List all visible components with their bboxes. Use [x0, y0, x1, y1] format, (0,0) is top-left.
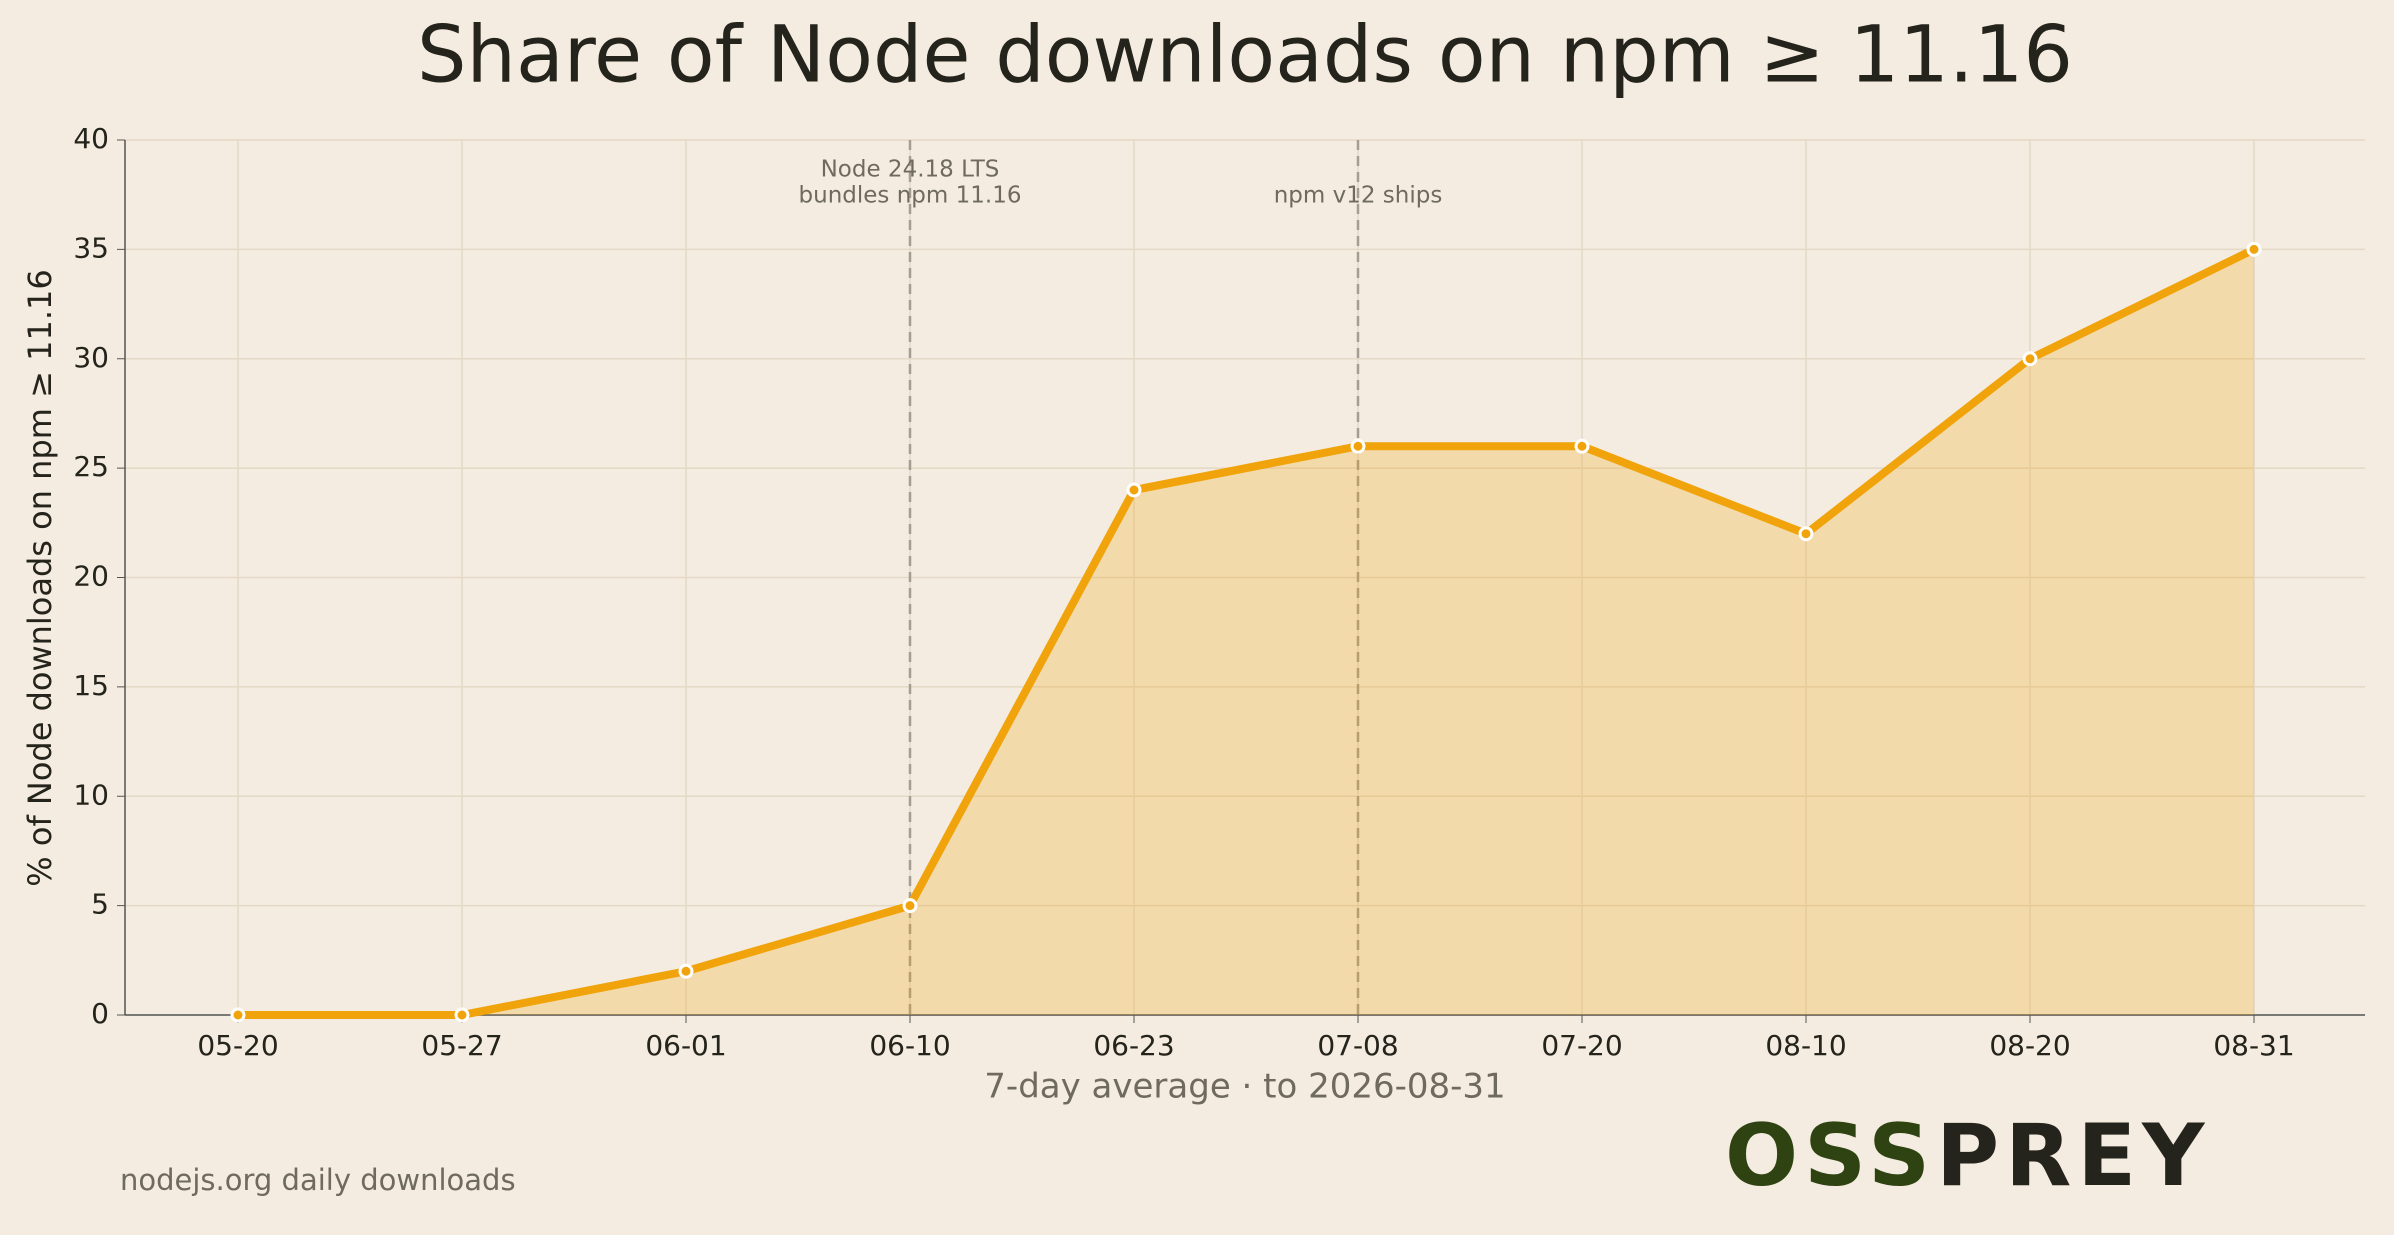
- marker: [230, 1007, 246, 1023]
- y-tick-label: 5: [91, 888, 109, 921]
- source: nodejs.org daily downloads: [120, 1163, 516, 1197]
- marker: [1798, 526, 1814, 542]
- y-tick-label: 25: [73, 450, 109, 483]
- marker: [678, 963, 694, 979]
- logo-part: OSS: [1725, 1106, 1936, 1206]
- marker: [454, 1007, 470, 1023]
- marker: [1126, 482, 1142, 498]
- annotation-text: Node 24.18 LTS: [821, 157, 1000, 183]
- y-tick-label: 30: [73, 341, 109, 374]
- line: [238, 245, 2256, 1019]
- y-tick-label: 40: [73, 122, 109, 155]
- x-tick-label: 07-20: [1541, 1029, 1622, 1062]
- x-tick-label: 08-10: [1765, 1029, 1846, 1062]
- chart-title: Share of Node downloads on npm ≥ 11.16: [417, 10, 2073, 100]
- y-tick-label: 35: [73, 231, 109, 264]
- annotation-text: bundles npm 11.16: [799, 183, 1022, 209]
- logo: OSSPREY: [1725, 1106, 2210, 1206]
- logo-part: PREY: [1936, 1106, 2210, 1206]
- marker: [1350, 438, 1366, 454]
- x-tick-label: 05-20: [197, 1029, 278, 1062]
- marker: [902, 898, 918, 914]
- x-tick-label: 08-31: [2213, 1029, 2294, 1062]
- annotation-text: npm v12 ships: [1274, 183, 1443, 209]
- y-tick-label: 10: [73, 778, 109, 811]
- x-tick-label: 06-23: [1093, 1029, 1174, 1062]
- x-tick-label: 05-27: [421, 1029, 502, 1062]
- y-tick-label: 20: [73, 560, 109, 593]
- x-tick-label: 07-08: [1317, 1029, 1398, 1062]
- marker: [1574, 438, 1590, 454]
- x-tick-label: 06-10: [869, 1029, 950, 1062]
- y-tick-label: 15: [73, 669, 109, 702]
- marker: [2246, 241, 2262, 257]
- y-tick-label: 0: [91, 997, 109, 1030]
- x-tick-label: 08-20: [1989, 1029, 2070, 1062]
- y-axis-label: % of Node downloads on npm ≥ 11.16: [21, 269, 59, 886]
- x-axis-label: 7-day average · to 2026-08-31: [984, 1067, 1505, 1107]
- marker: [2022, 351, 2038, 367]
- area: [238, 249, 2254, 1015]
- x-tick-label: 06-01: [645, 1029, 726, 1062]
